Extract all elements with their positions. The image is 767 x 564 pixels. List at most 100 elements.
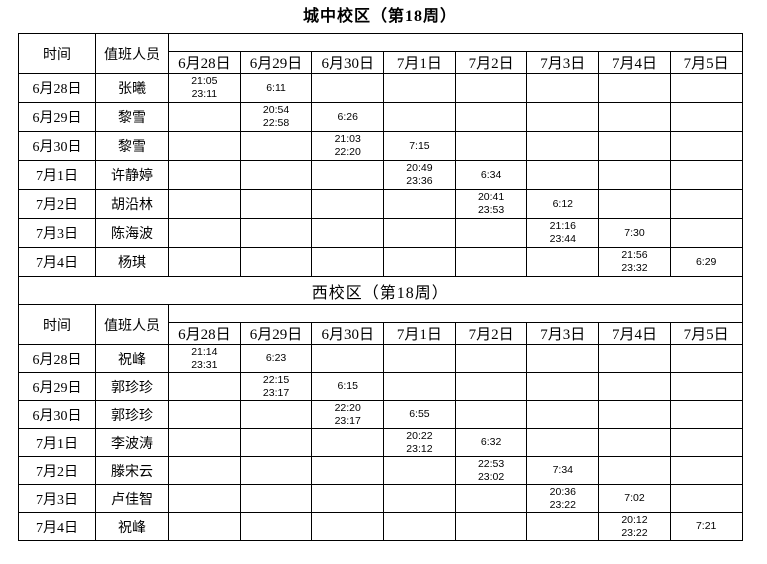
duty-time-cell <box>168 247 241 277</box>
duty-time-cell: 20:41 23:53 <box>454 189 528 219</box>
duty-time-cell: 6:15 <box>311 372 385 401</box>
duty-time-cell: 21:03 22:20 <box>311 131 385 161</box>
duty-time-cell: 20:12 23:22 <box>598 512 671 541</box>
duty-time-cell: 7:15 <box>383 131 456 161</box>
row-date-label: 6月30日 <box>18 400 96 429</box>
table-row: 7月3日 陈海波 21:16 23:44 7:30 <box>18 218 743 248</box>
staff-name: 郭珍珍 <box>95 372 169 401</box>
duty-time-cell: 21:05 23:11 <box>168 73 241 103</box>
row-date-label: 6月28日 <box>18 344 96 373</box>
table-row: 6月28日 张曦 21:05 23:11 6:11 <box>18 73 743 103</box>
duty-time-cell <box>526 400 600 429</box>
duty-time-cell <box>311 247 385 277</box>
duty-time-cell <box>383 102 456 132</box>
duty-time-cell <box>598 102 671 132</box>
date-column-header: 7月5日 <box>669 51 743 74</box>
date-column-header: 6月28日 <box>168 322 241 345</box>
duty-time-cell: 7:30 <box>598 218 671 248</box>
duty-time-cell <box>669 218 743 248</box>
duty-time-cell <box>526 428 600 457</box>
row-date-label: 7月4日 <box>18 512 96 541</box>
row-date-label: 7月4日 <box>18 247 96 277</box>
duty-time-cell <box>383 73 456 103</box>
table-row: 7月2日 胡沿林 20:41 23:53 6:12 <box>18 189 743 219</box>
duty-time-cell <box>168 189 241 219</box>
duty-time-cell <box>239 484 313 513</box>
duty-time-cell <box>526 160 600 190</box>
duty-time-cell <box>454 372 528 401</box>
duty-time-cell: 21:14 23:31 <box>168 344 241 373</box>
duty-time-cell <box>454 102 528 132</box>
duty-time-cell <box>383 456 456 485</box>
duty-time-cell: 6:12 <box>526 189 600 219</box>
staff-name: 张曦 <box>95 73 169 103</box>
row-date-label: 7月3日 <box>18 484 96 513</box>
campus-title-1: 城中校区（第18周） <box>302 8 457 25</box>
staff-name: 杨琪 <box>95 247 169 277</box>
duty-time-cell <box>669 189 743 219</box>
section-title-row: 西校区（第18周） <box>18 276 743 305</box>
date-column-header: 6月30日 <box>311 51 385 74</box>
row-date-label: 7月3日 <box>18 218 96 248</box>
duty-time-cell <box>311 456 385 485</box>
date-column-header: 7月2日 <box>454 322 528 345</box>
duty-time-cell <box>454 73 528 103</box>
duty-time-cell <box>669 160 743 190</box>
table-row: 7月2日 滕宋云 22:53 23:02 7:34 <box>18 456 743 485</box>
header-spacer-cell <box>168 304 743 323</box>
staff-name: 卢佳智 <box>95 484 169 513</box>
table-row: 7月4日 祝峰 20:12 23:22 7:21 <box>18 512 743 541</box>
duty-time-cell <box>454 218 528 248</box>
duty-time-cell <box>669 456 743 485</box>
duty-time-cell: 7:21 <box>669 512 743 541</box>
duty-time-cell <box>669 372 743 401</box>
duty-time-cell <box>454 484 528 513</box>
duty-time-cell: 6:32 <box>454 428 528 457</box>
header-row-dates-section-2: 6月28日 6月29日 6月30日 7月1日 7月2日 7月3日 7月4日 7月5日 <box>19 322 743 345</box>
duty-time-cell <box>669 131 743 161</box>
duty-time-cell <box>669 428 743 457</box>
duty-time-cell <box>239 400 313 429</box>
campus-title-2: 西校区（第18周） <box>18 276 743 305</box>
staff-name: 许静婷 <box>95 160 169 190</box>
duty-time-cell <box>383 218 456 248</box>
duty-time-cell: 7:02 <box>598 484 671 513</box>
table-row: 7月1日 李波涛 20:22 23:12 6:32 <box>18 428 743 457</box>
date-column-header: 7月4日 <box>598 51 671 74</box>
staff-name: 李波涛 <box>95 428 169 457</box>
duty-time-cell <box>168 428 241 457</box>
duty-time-cell: 7:34 <box>526 456 600 485</box>
duty-time-cell: 20:36 23:22 <box>526 484 600 513</box>
duty-time-cell <box>669 400 743 429</box>
duty-time-cell <box>526 73 600 103</box>
duty-time-cell <box>598 456 671 485</box>
duty-time-cell <box>598 131 671 161</box>
duty-time-cell <box>239 218 313 248</box>
duty-time-cell <box>454 400 528 429</box>
table-row: 6月29日 郭珍珍 22:15 23:17 6:15 <box>18 372 743 401</box>
row-date-label: 7月2日 <box>18 189 96 219</box>
duty-time-cell <box>454 512 528 541</box>
time-column-header: 时间 <box>18 33 96 74</box>
duty-time-cell <box>239 512 313 541</box>
duty-time-cell <box>454 344 528 373</box>
staff-name: 胡沿林 <box>95 189 169 219</box>
row-date-label: 6月30日 <box>18 131 96 161</box>
duty-schedule-document: 城中校区（第18周） 时间 值班人员 6月28日 6月29日 6月30日 7月1日 7月2日… <box>18 0 743 541</box>
duty-time-cell <box>239 247 313 277</box>
row-date-label: 7月1日 <box>18 160 96 190</box>
date-column-header: 6月30日 <box>311 322 385 345</box>
duty-time-cell: 20:54 22:58 <box>239 102 313 132</box>
duty-time-cell <box>239 160 313 190</box>
time-column-header: 时间 <box>18 304 96 345</box>
row-date-label: 6月29日 <box>18 372 96 401</box>
duty-time-cell <box>383 344 456 373</box>
duty-time-cell <box>168 456 241 485</box>
date-column-header: 7月1日 <box>383 51 456 74</box>
duty-time-cell: 22:15 23:17 <box>239 372 313 401</box>
table-row: 7月1日 许静婷 20:49 23:36 6:34 <box>18 160 743 190</box>
duty-schedule-table: 时间 值班人员 6月28日 6月29日 6月30日 7月1日 7月2日 7月3日 7月4日 7月5… <box>18 33 743 541</box>
date-column-header: 7月4日 <box>598 322 671 345</box>
row-date-label: 7月2日 <box>18 456 96 485</box>
duty-time-cell <box>168 160 241 190</box>
